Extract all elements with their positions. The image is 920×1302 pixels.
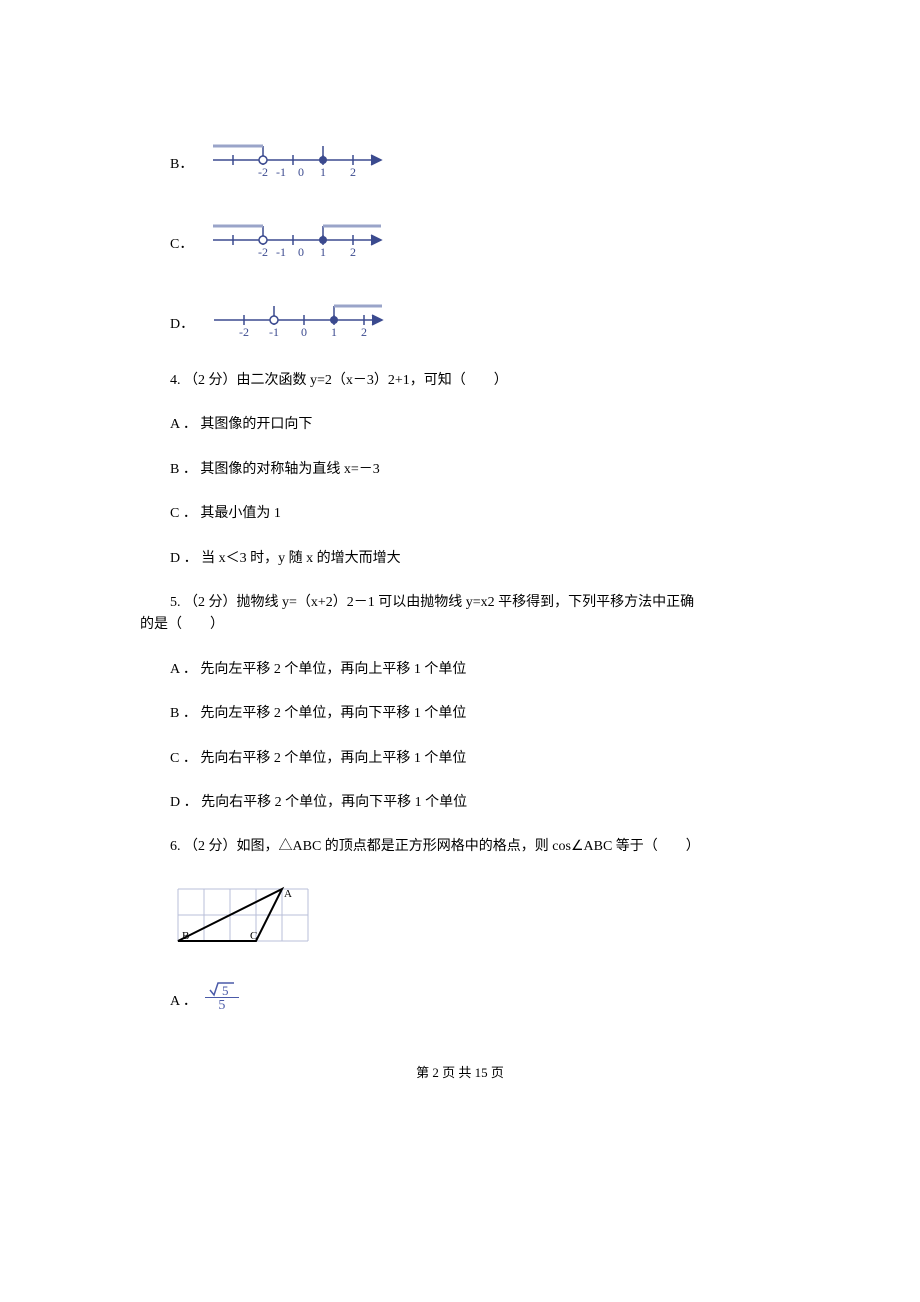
svg-text:2: 2 [350, 245, 356, 259]
fraction-sqrt5-over-5: 5 5 [205, 981, 239, 1013]
vertex-a-label: A [284, 888, 292, 900]
q4-stem: 4. （2 分）由二次函数 y=2（x－3）2+1，可知（ ） [170, 370, 780, 392]
q4-option-c: C ． 其最小值为 1 [170, 503, 780, 525]
svg-text:0: 0 [298, 165, 304, 179]
q5-option-d: D ． 先向右平移 2 个单位，再向下平移 1 个单位 [170, 792, 780, 814]
q5-option-a: A ． 先向左平移 2 个单位，再向上平移 1 个单位 [170, 659, 780, 681]
svg-text:-1: -1 [269, 325, 279, 339]
q4-option-b: B ． 其图像的对称轴为直线 x=－3 [170, 459, 780, 481]
svg-text:-2: -2 [258, 245, 268, 259]
svg-text:0: 0 [298, 245, 304, 259]
numberline-b-diagram: -2 -1 0 1 2 [203, 130, 393, 180]
numberline-c-diagram: -2 -1 0 1 2 [203, 210, 393, 260]
fraction-den: 5 [205, 998, 239, 1013]
option-label: D． [170, 314, 194, 340]
svg-text:-1: -1 [276, 165, 286, 179]
vertex-b-label: B [182, 930, 189, 942]
q5-stem-line1: 5. （2 分）抛物线 y=（x+2）2－1 可以由抛物线 y=x2 平移得到，… [170, 595, 694, 610]
q4-option-d: D ． 当 x＜3 时，y 随 x 的增大而增大 [170, 548, 780, 570]
svg-text:-1: -1 [276, 245, 286, 259]
option-label: C． [170, 234, 193, 260]
q4-option-a: A ． 其图像的开口向下 [170, 414, 780, 436]
option-label: A ． [170, 991, 197, 1013]
q6-option-a: A ． 5 5 [170, 981, 780, 1013]
svg-text:1: 1 [331, 325, 337, 339]
q5-stem: 5. （2 分）抛物线 y=（x+2）2－1 可以由抛物线 y=x2 平移得到，… [140, 592, 780, 637]
svg-text:2: 2 [361, 325, 367, 339]
svg-text:-2: -2 [239, 325, 249, 339]
option-label: B． [170, 154, 193, 180]
svg-text:2: 2 [350, 165, 356, 179]
q3-option-c: C． -2 -1 0 1 2 [170, 210, 780, 260]
page-footer: 第 2 页 共 15 页 [140, 1063, 780, 1084]
q3-option-b: B． -2 -1 0 1 2 [170, 130, 780, 180]
numberline-d-diagram: -2 -1 0 1 2 [204, 290, 394, 340]
svg-text:1: 1 [320, 245, 326, 259]
svg-text:-2: -2 [258, 165, 268, 179]
svg-text:5: 5 [222, 983, 229, 997]
q5-stem-line2: 的是（ ） [140, 617, 224, 632]
svg-text:1: 1 [320, 165, 326, 179]
vertex-c-label: C [250, 930, 257, 942]
q6-stem: 6. （2 分）如图，△ABC 的顶点都是正方形网格中的格点，则 cos∠ABC… [170, 836, 780, 858]
svg-text:0: 0 [301, 325, 307, 339]
q5-option-b: B ． 先向左平移 2 个单位，再向下平移 1 个单位 [170, 703, 780, 725]
q3-option-d: D． -2 -1 0 1 2 [170, 290, 780, 340]
q5-option-c: C ． 先向右平移 2 个单位，再向上平移 1 个单位 [170, 748, 780, 770]
q6-figure: A B C [170, 881, 780, 959]
